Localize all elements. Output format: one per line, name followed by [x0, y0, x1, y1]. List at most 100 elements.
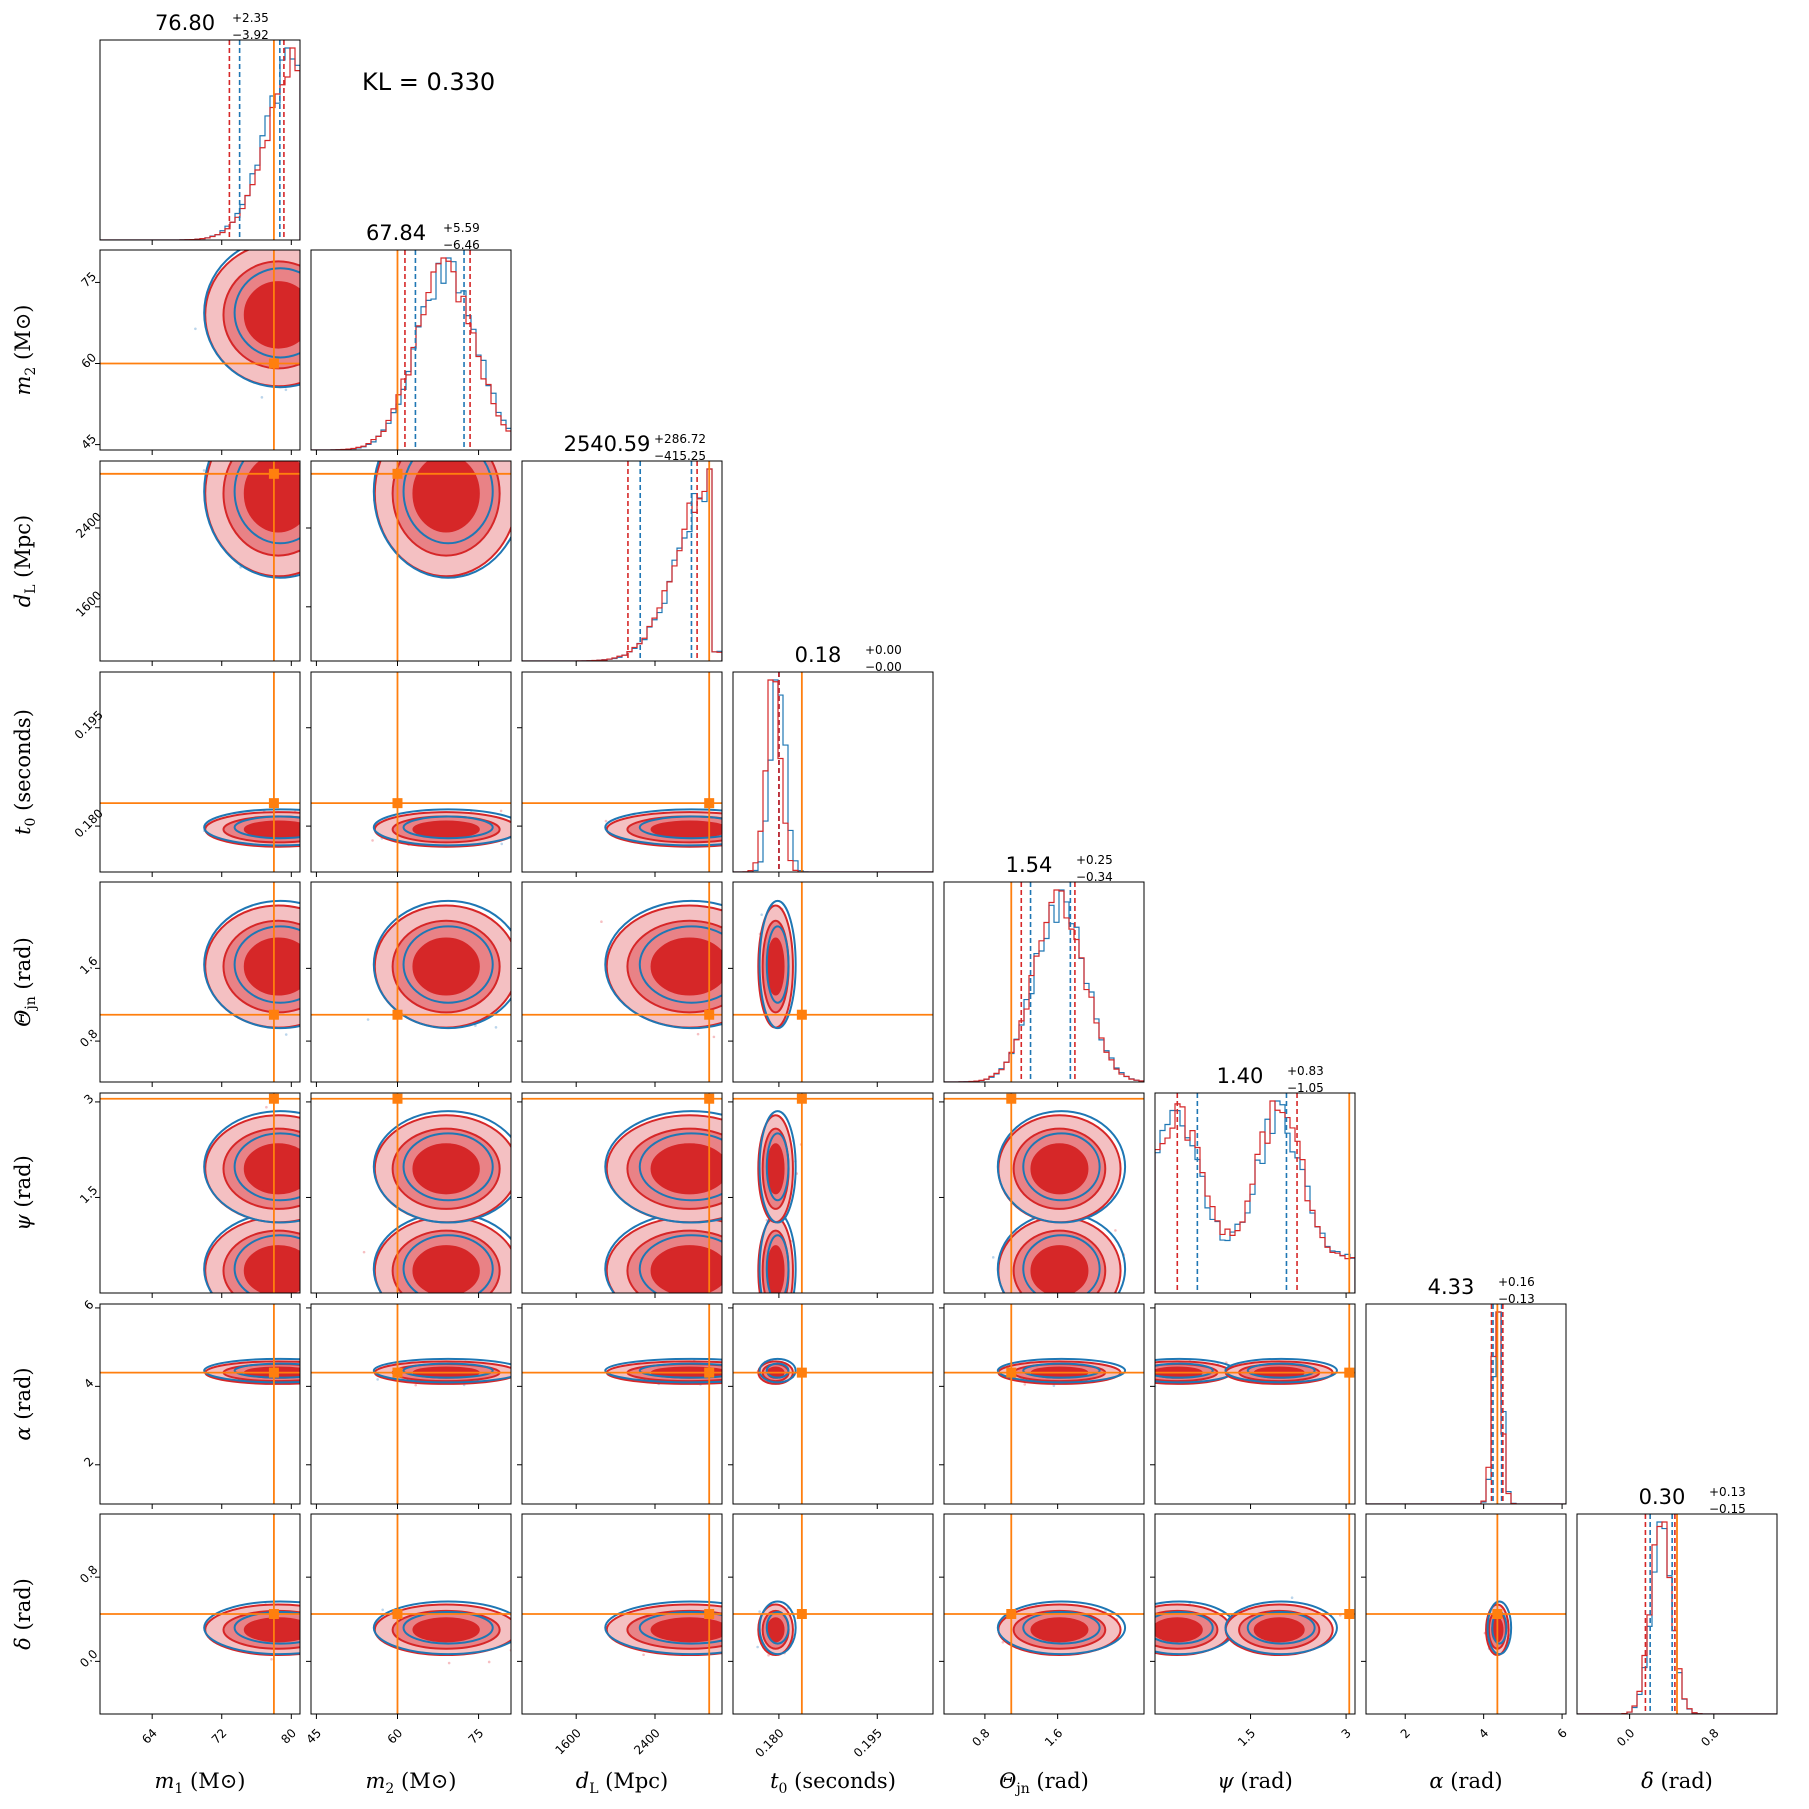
y-tick-label: 6: [81, 1297, 96, 1312]
sample-point: [1023, 1383, 1027, 1386]
panel-theta-t0: [728, 881, 934, 1087]
density-contour-blue: [638, 1611, 722, 1645]
density-contour-blue: [372, 1357, 511, 1384]
panel-delta-dL: 1600 2400: [517, 1513, 723, 1757]
sample-point: [760, 913, 763, 917]
sample-point: [1114, 1229, 1117, 1232]
panel-alpha-m2: [306, 1303, 512, 1509]
panel-delta-m1: 64 72 80 0.0 0.8: [77, 1513, 301, 1747]
panel-content: [100, 1093, 300, 1293]
y-tick-label: 0.180: [72, 806, 106, 840]
panel-content: [1366, 1514, 1566, 1714]
sample-point: [447, 1661, 451, 1665]
panel-title: 0.18: [795, 643, 842, 667]
density-contour-blue: [372, 1600, 511, 1656]
panel-frame: [310, 1303, 512, 1505]
panel-content: [1155, 1514, 1355, 1714]
panel-title: 2540.59: [564, 432, 651, 456]
panel-m1-m1: 76.80 +2.35 −3.92: [99, 11, 301, 245]
x-tick-label: 1.5: [1235, 1726, 1258, 1749]
x-axis-label-alpha: α (rad): [1429, 1769, 1502, 1793]
panel-content: [733, 672, 933, 872]
panel-title-minus: −3.92: [232, 28, 269, 42]
density-contour: [1253, 1617, 1305, 1643]
sample-point: [381, 1608, 384, 1612]
panel-frame: [1365, 1303, 1567, 1505]
density-contour: [243, 1245, 300, 1293]
panel-frame: [1154, 1092, 1356, 1294]
panel-psi-psi: 1.40 +0.83 −1.05: [1154, 1064, 1356, 1298]
density-contour-blue: [1224, 1600, 1338, 1656]
panel-theta-m2: [306, 881, 512, 1087]
truth-marker: [268, 1009, 279, 1020]
panel-frame: [1154, 1513, 1356, 1715]
density-contour: [650, 1617, 722, 1643]
panel-frame: [943, 881, 1145, 1083]
density-contour: [412, 461, 480, 533]
panel-frame: [521, 1513, 723, 1715]
y-tick-label: 1.5: [77, 1183, 100, 1206]
density-contour-blue: [996, 1600, 1127, 1656]
y-tick-label: 0.0: [77, 1647, 100, 1670]
density-contour-blue: [402, 1234, 494, 1293]
panel-content: [733, 1093, 933, 1293]
density-contour-blue: [1246, 1362, 1316, 1379]
density-contour-blue: [1022, 1611, 1101, 1645]
panel-content: [944, 1093, 1144, 1293]
panel-title-plus: +5.59: [443, 221, 480, 235]
density-contour: [412, 1245, 480, 1293]
panel-title: 4.33: [1428, 1275, 1475, 1299]
panel-title-plus: +2.35: [232, 11, 269, 25]
truth-marker: [392, 1093, 403, 1104]
panel-title: 67.84: [366, 221, 426, 245]
sample-point: [494, 1026, 498, 1029]
panel-content: [100, 461, 300, 661]
truth-marker: [704, 1367, 715, 1378]
panel-content: [311, 250, 511, 450]
density-contour-blue: [203, 1110, 300, 1224]
panel-alpha-psi: [1150, 1303, 1356, 1509]
panel-content: [522, 1093, 722, 1293]
panel-m2-m2: 67.84 +5.59 −6.46: [310, 221, 512, 455]
density-contour-blue: [203, 1357, 300, 1384]
sample-point: [202, 469, 206, 472]
sample-point: [371, 839, 374, 842]
panel-content: [522, 672, 722, 872]
panel-frame: [1365, 1513, 1567, 1715]
truth-marker: [1344, 1367, 1355, 1378]
density-contour: [412, 937, 480, 996]
density-contour-blue: [203, 250, 300, 389]
panel-psi-dL: [517, 1092, 723, 1298]
truth-marker: [268, 798, 279, 809]
density-contour: [412, 1617, 480, 1643]
density-contour-blue: [604, 1357, 722, 1384]
panel-content: [100, 882, 300, 1082]
panel-delta-t0: 0.180 0.195: [728, 1513, 934, 1760]
truth-marker: [704, 1093, 715, 1104]
density-contour-blue: [203, 461, 300, 579]
panel-content: [311, 1514, 511, 1714]
x-axis-label-t0: t0 (seconds): [770, 1769, 896, 1797]
panel-content: [1577, 1514, 1777, 1714]
density-contour-blue: [402, 461, 494, 545]
y-tick-label: 0.8: [77, 1563, 100, 1586]
x-tick-label: 4: [1476, 1726, 1491, 1741]
panel-frame: [521, 460, 723, 662]
density-contour-blue: [604, 899, 722, 1030]
truth-marker: [1344, 1609, 1355, 1619]
panel-frame: [1154, 1303, 1356, 1505]
panel-frame: [99, 881, 301, 1083]
truth-marker: [392, 798, 403, 809]
panel-delta-theta: 0.8 1.6: [939, 1513, 1145, 1749]
x-tick-label: 0.195: [851, 1726, 885, 1760]
sample-point: [376, 1378, 379, 1381]
sample-point: [487, 1660, 491, 1664]
panel-alpha-dL: [517, 1303, 723, 1509]
density-contour-blue: [1022, 1362, 1101, 1379]
density-contour-blue: [1155, 1362, 1214, 1379]
density-contour-blue: [203, 1600, 300, 1656]
sample-point: [414, 1383, 418, 1387]
x-tick-label: 2: [1398, 1726, 1413, 1741]
truth-marker: [796, 1367, 807, 1378]
